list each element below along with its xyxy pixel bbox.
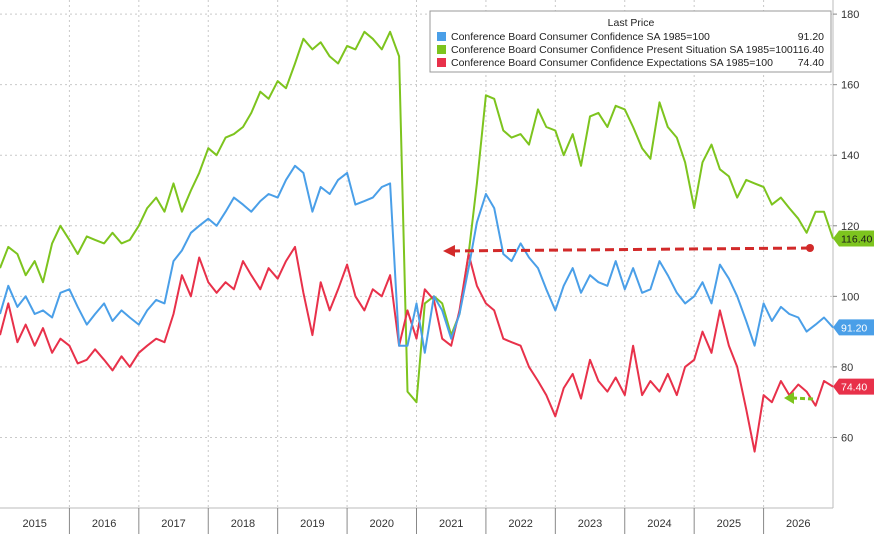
x-axis-ticks: 2015 2016 2017 2018 2019 2020 2021 2022 2023 2024…	[22, 508, 811, 534]
x-tick-label: 2021	[439, 518, 463, 530]
legend-swatch	[437, 58, 446, 67]
legend-entry: Conference Board Consumer Confidence Exp…	[437, 57, 824, 69]
y-tick-label: 60	[841, 432, 853, 444]
annotation-arrow-red	[443, 244, 811, 257]
last-price-badge-2: 74.40	[833, 378, 874, 395]
y-axis-ticks: 60 80 100 120 140 160 180	[833, 9, 859, 444]
x-tick-label: 2016	[92, 518, 116, 530]
x-tick-label: 2019	[300, 518, 324, 530]
y-tick-label: 100	[841, 291, 859, 303]
x-tick-label: 2023	[578, 518, 602, 530]
legend: Last Price Conference Board Consumer Con…	[429, 10, 832, 73]
last-price-badge-label: 91.20	[841, 322, 867, 334]
series-lines	[0, 30, 834, 453]
legend-header: Last Price	[608, 17, 655, 29]
y-tick-label: 180	[841, 9, 859, 21]
series-line-0	[0, 164, 834, 354]
x-tick-label: 2020	[370, 518, 394, 530]
legend-entry: Conference Board Consumer Confidence Pre…	[437, 44, 824, 56]
x-tick-label: 2022	[508, 518, 532, 530]
last-price-badges: 91.20 116.40 74.40	[833, 230, 874, 395]
legend-series-name: Conference Board Consumer Confidence Exp…	[451, 57, 773, 69]
legend-last-price: 91.20	[798, 31, 824, 43]
legend-box	[429, 10, 832, 73]
x-tick-label: 2018	[231, 518, 255, 530]
x-tick-label: 2017	[161, 518, 185, 530]
series-line-1	[0, 30, 834, 404]
legend-swatch	[437, 32, 446, 41]
legend-series-name: Conference Board Consumer Confidence SA …	[451, 31, 710, 43]
x-tick-label: 2024	[647, 518, 671, 530]
legend-last-price: 74.40	[798, 57, 824, 69]
series-line-2	[0, 245, 834, 453]
x-tick-label: 2026	[786, 518, 810, 530]
legend-last-price: 116.40	[793, 44, 824, 56]
last-price-badge-1: 116.40	[833, 230, 874, 247]
annotation-arrow-green	[784, 392, 814, 404]
y-tick-label: 120	[841, 221, 859, 233]
last-price-badge-label: 74.40	[841, 382, 867, 394]
legend-entry: Conference Board Consumer Confidence SA …	[437, 31, 824, 43]
last-price-badge-label: 116.40	[841, 233, 872, 245]
y-tick-label: 140	[841, 150, 859, 162]
annotation-dot-red	[806, 244, 814, 252]
x-tick-label: 2025	[717, 518, 741, 530]
y-tick-label: 160	[841, 80, 859, 92]
legend-series-name: Conference Board Consumer Confidence Pre…	[451, 44, 793, 56]
legend-swatch	[437, 45, 446, 54]
y-tick-label: 80	[841, 362, 853, 374]
x-tick-label: 2015	[22, 518, 46, 530]
last-price-badge-0: 91.20	[833, 319, 874, 336]
